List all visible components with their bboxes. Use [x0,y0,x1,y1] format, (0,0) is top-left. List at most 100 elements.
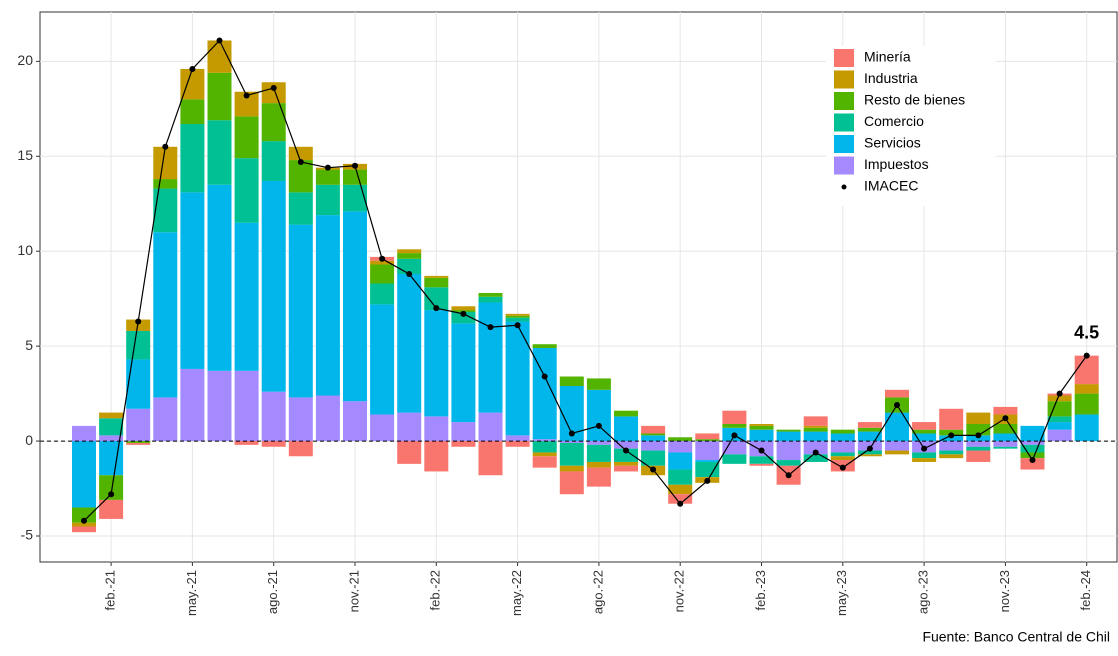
bar [803,454,828,462]
bar [261,82,286,104]
bar [153,179,178,189]
imacec-point [243,92,250,99]
bar [695,460,720,462]
bar [397,441,422,464]
bar [722,441,747,455]
imacec-point [568,430,575,437]
bar [180,99,205,125]
bar [966,412,991,424]
imacec-point [189,65,196,72]
source: Fuente: Banco Central de Chil [922,629,1110,645]
legend-key [834,156,854,175]
bar [776,460,801,466]
bar [261,441,286,447]
bar [370,414,395,442]
bar [939,454,964,459]
bar [830,452,855,457]
legend-label: IMACEC [864,178,918,194]
bar [830,433,855,442]
bar [912,452,937,459]
bar [153,397,178,442]
bar [397,249,422,254]
bar [749,429,774,442]
x-tick-label: ago.-23 [916,570,931,614]
bar [126,408,151,442]
bar [559,376,584,387]
imacec-point [731,432,738,439]
bar [641,441,666,451]
bar [722,423,747,428]
bar [532,456,557,468]
bar [451,441,476,447]
imacec-point [812,449,819,456]
legend-key [841,184,847,190]
bar [1020,458,1045,470]
imacec-point [162,143,169,150]
bar [966,446,991,451]
bar [857,450,882,455]
bar [830,441,855,453]
bar [830,429,855,434]
imacec-point [297,158,304,165]
bar [126,441,151,443]
bar [912,433,937,442]
bar [803,431,828,442]
bar [478,296,503,303]
bar [207,120,232,185]
bar [1020,425,1045,442]
bar [803,425,828,428]
x-tick-label: nov.-22 [672,570,687,612]
y-tick-label: -5 [21,527,34,543]
bar [99,441,124,476]
bar [668,484,693,495]
bar [857,422,882,428]
bar [939,450,964,455]
bar [749,456,774,464]
bar [180,68,205,100]
bar [234,158,259,223]
bar [99,435,124,442]
bar [261,391,286,442]
bar [180,368,205,442]
imacec-point [921,445,928,452]
imacec-point [704,477,711,484]
legend-key [834,113,854,132]
bar [370,260,395,265]
imacec-point [324,164,331,171]
bar [912,458,937,462]
bar [993,446,1018,449]
bar [424,416,449,442]
imacec-point [948,432,955,439]
bar [993,433,1018,442]
bar [72,507,96,523]
bar [153,232,178,398]
imacec-point [514,322,521,329]
x-tick-label: ago.-22 [590,570,605,614]
imacec-point [650,466,657,473]
x-tick-label: may.-21 [184,570,199,616]
bar [72,441,96,508]
imacec-point [270,84,277,91]
bar [586,441,611,445]
bar [505,315,530,318]
bar [803,427,828,432]
bar [451,323,476,423]
bar [939,408,964,430]
imacec-point [839,464,846,471]
bar [126,442,151,445]
imacec-point [81,517,87,524]
bar [885,412,909,442]
bars [72,40,1099,533]
legend-label: Servicios [864,135,921,151]
bar [695,439,720,442]
bar [966,450,991,462]
bar [532,439,557,442]
bar [1047,429,1072,442]
y-tick-label: 15 [17,147,33,163]
bar [424,287,449,311]
x-tick-label: ago.-21 [265,570,280,614]
bar [586,467,611,487]
bar [505,435,530,442]
bar [451,422,476,442]
